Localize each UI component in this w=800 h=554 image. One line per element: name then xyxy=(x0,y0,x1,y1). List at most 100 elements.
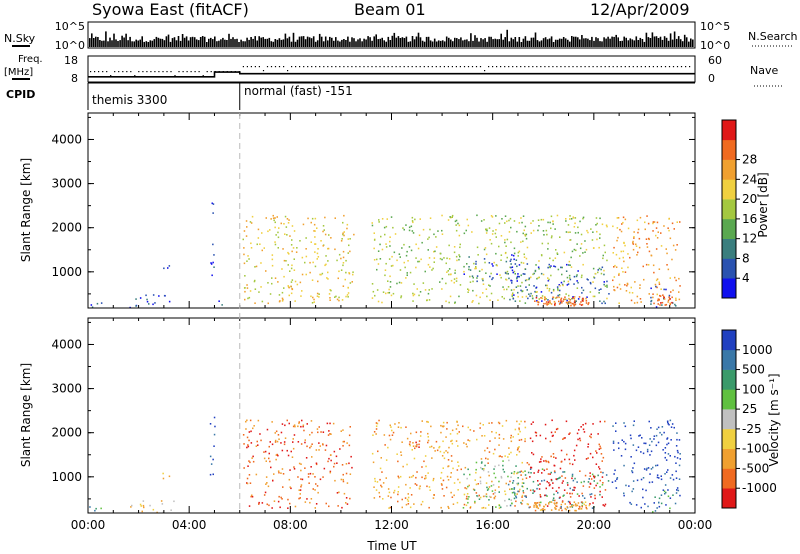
range-gate-cell xyxy=(524,235,527,237)
range-gate-cell xyxy=(455,224,457,226)
nsky-bar xyxy=(657,38,660,47)
range-gate-cell xyxy=(463,473,465,476)
range-gate-cell xyxy=(481,507,483,509)
range-gate-cell xyxy=(653,302,655,305)
range-gate-cell xyxy=(498,422,501,425)
nsky-bar xyxy=(506,29,508,47)
nave-dot xyxy=(270,66,273,68)
nave-dot xyxy=(484,70,486,72)
range-gate-cell xyxy=(601,460,603,462)
range-gate-cell xyxy=(627,227,630,230)
range-gate-cell xyxy=(545,229,548,232)
range-gate-cell xyxy=(426,485,428,488)
range-gate-cell xyxy=(451,439,453,442)
range-gate-cell xyxy=(265,270,267,272)
range-gate-cell xyxy=(642,452,645,455)
range-gate-cell xyxy=(345,472,348,475)
range-gate-cell xyxy=(669,298,671,300)
range-gate-cell xyxy=(301,419,303,422)
nsky-bar xyxy=(109,37,111,47)
range-gate-cell xyxy=(482,279,484,282)
range-gate-cell xyxy=(353,233,355,236)
range-gate-cell xyxy=(533,506,535,508)
colorbar-swatch xyxy=(722,448,736,469)
nsky-bar xyxy=(421,40,424,47)
range-gate-cell xyxy=(658,283,661,285)
nsky-bar xyxy=(335,37,337,47)
range-gate-cell xyxy=(457,424,459,427)
range-gate-cell xyxy=(320,240,322,242)
range-gate-cell xyxy=(341,506,343,509)
range-gate-cell xyxy=(576,504,579,507)
range-gate-cell xyxy=(278,294,281,296)
range-gate-cell xyxy=(274,439,277,442)
range-gate-cell xyxy=(511,280,513,282)
range-gate-cell xyxy=(472,280,474,283)
range-gate-cell xyxy=(503,297,505,300)
range-gate-cell xyxy=(275,430,278,433)
range-gate-cell xyxy=(573,501,576,503)
range-gate-cell xyxy=(672,289,674,292)
range-gate-cell xyxy=(528,463,530,466)
range-gate-cell xyxy=(316,485,319,487)
range-gate-cell xyxy=(561,273,563,276)
range-gate-cell xyxy=(421,476,423,479)
range-gate-cell xyxy=(475,492,478,494)
range-gate-cell xyxy=(514,494,516,496)
range-gate-cell xyxy=(602,257,604,260)
range-gate-cell xyxy=(550,274,552,277)
range-gate-cell xyxy=(250,430,252,433)
range-gate-cell xyxy=(626,284,628,287)
range-gate-cell xyxy=(343,234,345,237)
nave-dot xyxy=(528,66,530,68)
freq-unit-label: [MHz] xyxy=(4,67,33,78)
nave-dot xyxy=(162,71,164,73)
range-gate-cell xyxy=(544,508,546,511)
nsky-bar xyxy=(464,39,466,47)
range-gate-cell xyxy=(520,474,522,476)
nsky-bar xyxy=(439,40,442,47)
colorbar-frame xyxy=(721,119,737,299)
nsky-bar xyxy=(389,40,392,47)
range-gate-cell xyxy=(532,421,534,423)
range-gate-cell xyxy=(314,230,316,232)
range-gate-cell xyxy=(301,478,304,481)
range-gate-cell xyxy=(488,284,490,286)
range-gate-cell xyxy=(314,476,316,478)
range-gate-cell xyxy=(570,218,573,220)
range-gate-cell xyxy=(576,432,579,435)
range-gate-cell xyxy=(338,296,340,299)
range-gate-cell xyxy=(586,229,588,232)
range-gate-cell xyxy=(476,438,478,441)
range-gate-cell xyxy=(469,507,472,509)
range-gate-cell xyxy=(601,496,603,498)
range-gate-cell xyxy=(642,496,644,499)
nsky-bar xyxy=(411,36,414,47)
nsky-bar xyxy=(452,41,454,47)
nave-dot xyxy=(443,66,445,68)
nsky-bar xyxy=(127,40,129,47)
nsky-bar xyxy=(226,40,228,47)
range-gate-cell xyxy=(612,225,614,228)
range-gate-cell xyxy=(493,468,495,470)
range-gate-cell xyxy=(531,440,534,443)
range-gate-cell xyxy=(658,501,660,504)
range-gate-cell xyxy=(525,496,527,498)
range-gate-cell xyxy=(525,295,528,298)
range-gate-cell xyxy=(340,257,342,260)
range-gate-cell xyxy=(493,497,496,500)
range-gate-cell xyxy=(668,229,670,232)
range-gate-cell xyxy=(632,488,635,490)
range-gate-cell xyxy=(407,496,410,499)
range-gate-cell xyxy=(590,282,592,285)
range-gate-cell xyxy=(341,299,344,301)
nave-dot xyxy=(620,66,622,68)
range-gate-cell xyxy=(249,419,252,422)
range-gate-cell xyxy=(593,487,596,489)
range-gate-cell xyxy=(294,505,297,508)
range-gate-cell xyxy=(504,499,506,502)
range-gate-cell xyxy=(465,487,468,490)
nsky-bar xyxy=(496,39,498,47)
range-gate-cell xyxy=(617,442,620,444)
range-gate-cell xyxy=(425,465,427,468)
